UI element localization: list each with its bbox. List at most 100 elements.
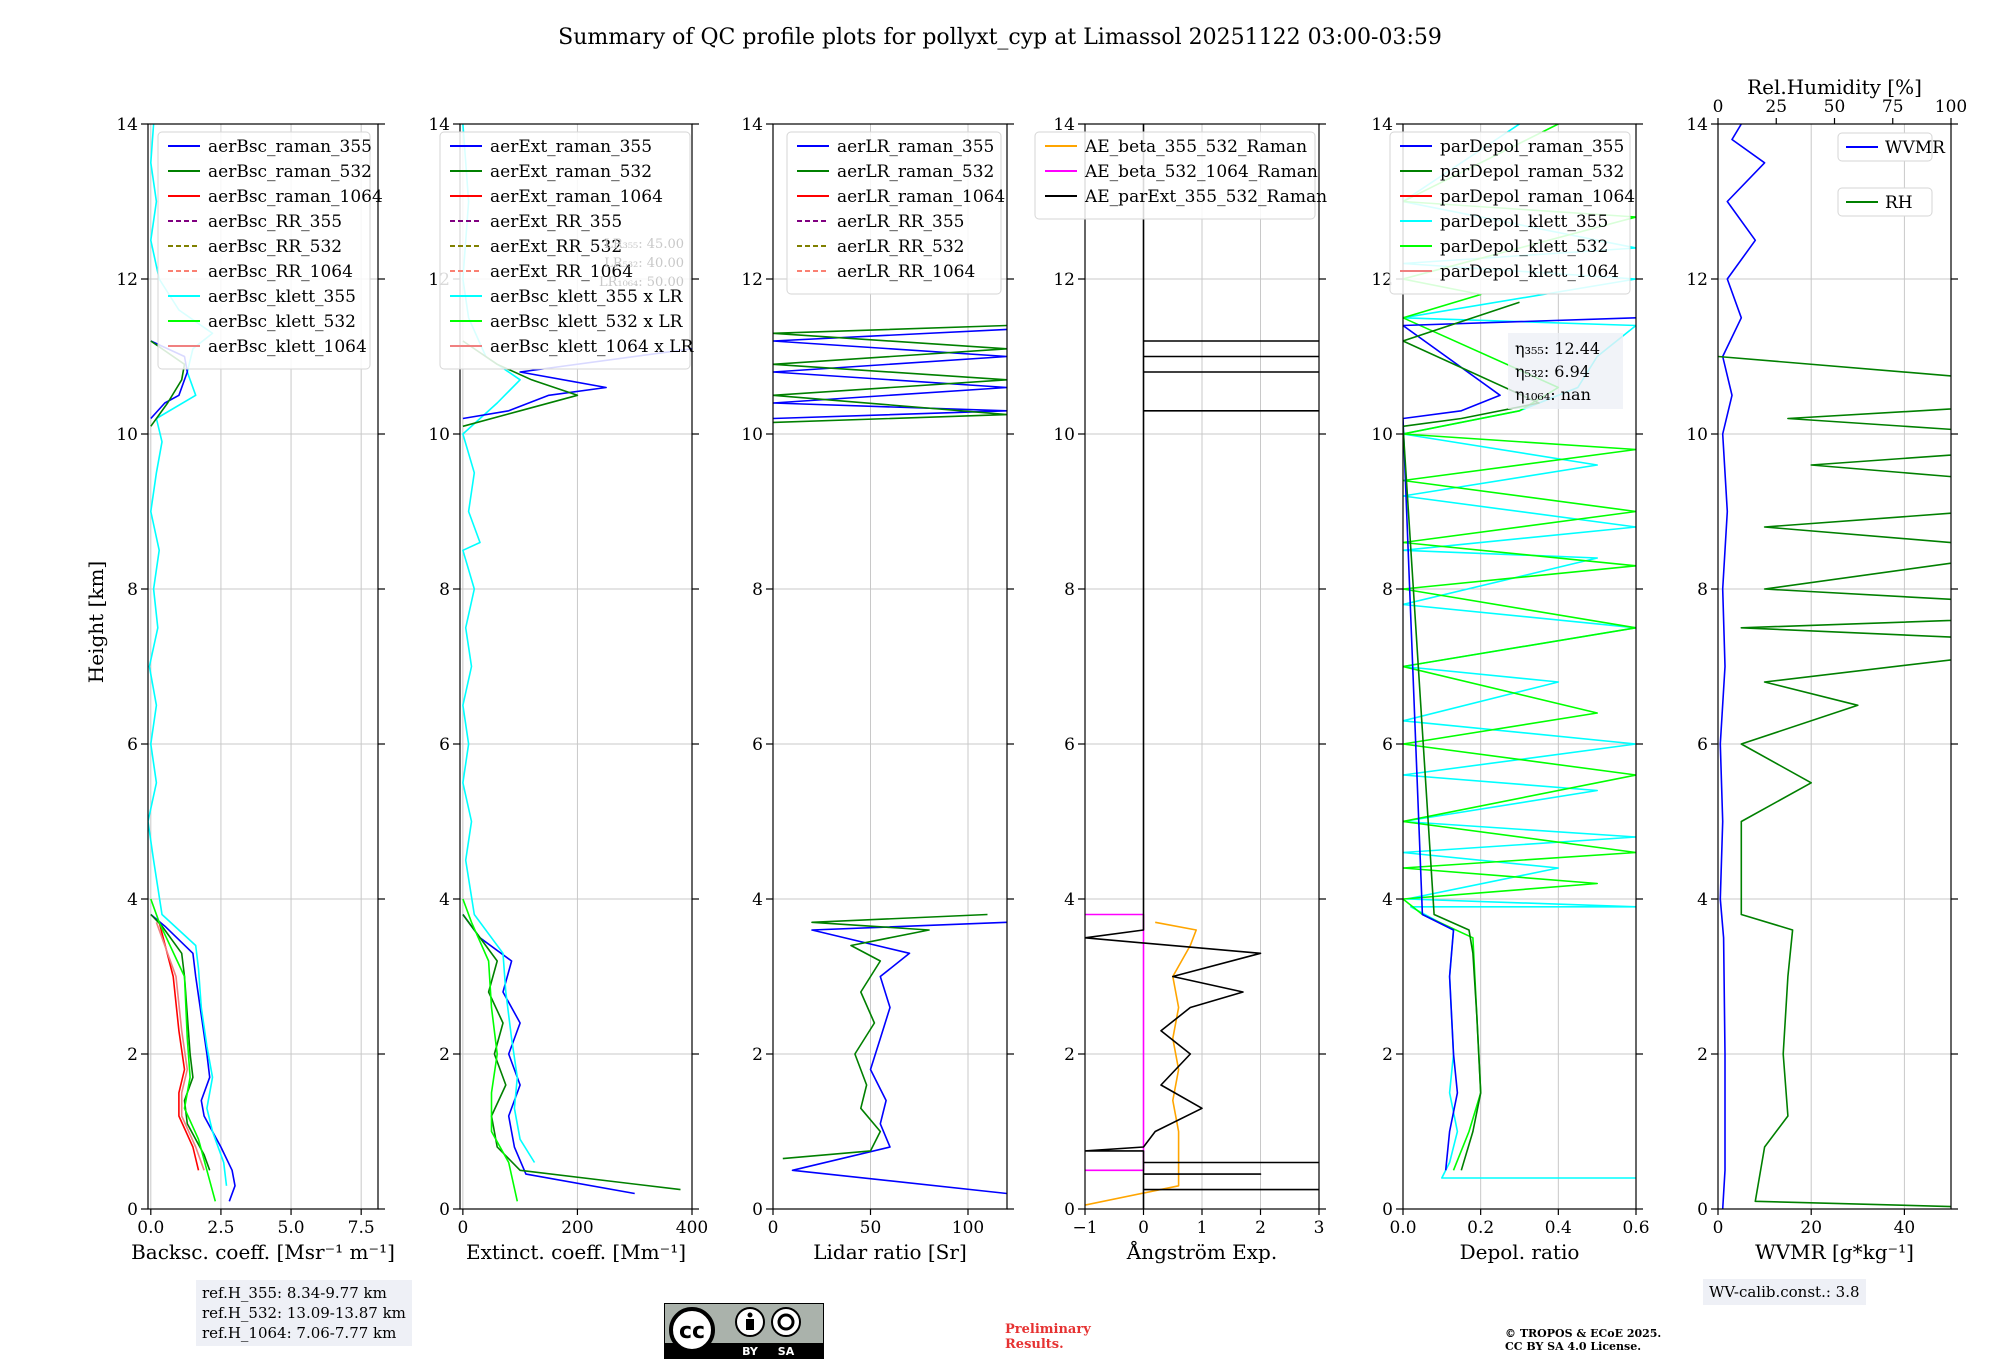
cc-by-sa-license-badge: cc BY SA bbox=[664, 1303, 824, 1363]
x-tick-label-200: 200 bbox=[561, 1218, 593, 1238]
series-pardepol-raman-532 bbox=[1403, 301, 1540, 1171]
plot-frame-bsc bbox=[147, 123, 379, 1210]
x-tick-label-20: 20 bbox=[1800, 1218, 1822, 1238]
legend-label-ae-beta-532-1064-raman: AE_beta_532_1064_Raman bbox=[1084, 162, 1318, 182]
share-alike-icon bbox=[771, 1307, 801, 1337]
preliminary-line-2: Results. bbox=[1005, 1337, 1064, 1352]
lr-annotation-2: LR₁₀₆₄: 50.00 bbox=[599, 275, 684, 290]
panel-bsc: 0.0 2.5 5.0 7.5 0 2 4 6 8 10 12 14 Backsc. coeff. [M… bbox=[116, 115, 395, 1264]
y-tick-label-6: 6 bbox=[127, 735, 138, 755]
y-tick-label-12: 12 bbox=[1053, 270, 1075, 290]
y-tick-label-10: 10 bbox=[116, 425, 138, 445]
legend-label-aerbsc-klett-532-x-lr: aerBsc_klett_532 x LR bbox=[490, 312, 684, 332]
series-group-bsc bbox=[148, 124, 236, 1202]
figure-title: Summary of QC profile plots for pollyxt_… bbox=[558, 25, 1442, 50]
eta-box bbox=[1508, 333, 1623, 409]
legend-label-pardepol-raman-355: parDepol_raman_355 bbox=[1440, 137, 1624, 157]
y-tick-label-8: 8 bbox=[127, 580, 138, 600]
series-ae-parext-355-532-raman bbox=[1085, 124, 1319, 1209]
eta-annotation-0: η₃₅₅: 12.44 bbox=[1515, 339, 1600, 358]
y-tick-label-0: 0 bbox=[1697, 1200, 1708, 1220]
y-tick-label-0: 0 bbox=[127, 1200, 138, 1220]
y-tick-label-2: 2 bbox=[127, 1045, 138, 1065]
x-tick-label-0: 0 bbox=[1138, 1218, 1149, 1238]
y-tick-label-6: 6 bbox=[1064, 735, 1075, 755]
lr-annotation-0: LR₃₅₅: 45.00 bbox=[604, 237, 684, 252]
x-tick-label-2: 2 bbox=[1255, 1218, 1266, 1238]
y-tick-label-6: 6 bbox=[439, 735, 450, 755]
x-axis-label-lr: Lidar ratio [Sr] bbox=[813, 1240, 967, 1264]
plot-frame-ext bbox=[459, 123, 693, 1210]
series-ae-beta-355-532-raman bbox=[1085, 921, 1197, 1206]
legend-label-aerbsc-raman-532: aerBsc_raman_532 bbox=[208, 162, 372, 182]
ref-height-532: ref.H_532: 13.09-13.87 km bbox=[202, 1304, 406, 1322]
series-aerlr-raman-532-upper bbox=[773, 324, 1007, 424]
legend-label-pardepol-raman-1064: parDepol_raman_1064 bbox=[1440, 187, 1635, 207]
legend-label-pardepol-klett-532: parDepol_klett_532 bbox=[1440, 237, 1608, 257]
legend-label-aerbsc-klett-355-x-lr: aerBsc_klett_355 x LR bbox=[490, 287, 684, 307]
top-tick-label-75: 75 bbox=[1882, 97, 1904, 117]
top-axis-label: Rel.Humidity [%] bbox=[1747, 75, 1922, 99]
legend-label-aerext-raman-532: aerExt_raman_532 bbox=[490, 162, 652, 182]
legend-label-aerlr-rr-532: aerLR_RR_532 bbox=[837, 237, 964, 257]
ref-height-355: ref.H_355: 8.34-9.77 km bbox=[202, 1284, 387, 1302]
series-aerbsc-raman-1064 bbox=[158, 922, 200, 1171]
series-ae-beta-532-1064-raman bbox=[1085, 913, 1145, 1172]
series-wvmr bbox=[1719, 124, 1766, 1209]
y-tick-label-12: 12 bbox=[741, 270, 763, 290]
legend-label-aerbsc-raman-355: aerBsc_raman_355 bbox=[208, 137, 372, 157]
y-tick-label-8: 8 bbox=[1697, 580, 1708, 600]
legend-label-aerbsc-klett-355: aerBsc_klett_355 bbox=[208, 287, 356, 307]
legend-label-aerbsc-klett-1064: aerBsc_klett_1064 bbox=[208, 337, 367, 357]
ref-height-1064: ref.H_1064: 7.06-7.77 km bbox=[202, 1324, 397, 1342]
series-aerext-raman-532 bbox=[462, 914, 681, 1191]
x-tick-label-100: 100 bbox=[952, 1218, 984, 1238]
legend-depol: parDepol_raman_355 parDepol_raman_532 parD… bbox=[1389, 131, 1635, 295]
top-tick-label-100: 100 bbox=[1935, 97, 1967, 117]
y-tick-label-4: 4 bbox=[1382, 890, 1393, 910]
legend-box-ae bbox=[1034, 131, 1316, 220]
legend-rh: RH bbox=[1837, 187, 1933, 217]
y-tick-label-4: 4 bbox=[1064, 890, 1075, 910]
y-tick-label-2: 2 bbox=[1382, 1045, 1393, 1065]
lr-annotation-1: LR₅₃₂: 40.00 bbox=[604, 256, 684, 271]
eta-annotation-2: η₁₀₆₄: nan bbox=[1515, 385, 1591, 404]
x-tick-label-0: 0 bbox=[1713, 1218, 1724, 1238]
plot-frame-depol bbox=[1402, 123, 1637, 1210]
x-tick-label-0: 0.0 bbox=[137, 1218, 164, 1238]
series-aerbsc-klett-1064 bbox=[155, 922, 205, 1171]
legend-label-aerbsc-rr-355: aerBsc_RR_355 bbox=[208, 212, 342, 232]
series-aerbsc-raman-355 bbox=[150, 913, 236, 1202]
legend-label-aerext-raman-355: aerExt_raman_355 bbox=[490, 137, 652, 157]
panel-wv: 0 20 40 0 2 4 6 8 10 12 14 WVMR [g*kg⁻¹] 0 25 50 75 100 R… bbox=[1686, 75, 1967, 1264]
y-tick-label-14: 14 bbox=[116, 115, 138, 135]
badge-sa-text: SA bbox=[778, 1345, 795, 1358]
legend-label-wvmr: WVMR bbox=[1885, 138, 1946, 158]
top-tick-label-50: 50 bbox=[1824, 97, 1846, 117]
x-tick-label-40: 40 bbox=[1894, 1218, 1916, 1238]
y-tick-label-6: 6 bbox=[1697, 735, 1708, 755]
legend-label-aerbsc-rr-532: aerBsc_RR_532 bbox=[208, 237, 342, 257]
legend-label-pardepol-klett-1064: parDepol_klett_1064 bbox=[1440, 262, 1619, 282]
x-tick-label-400: 400 bbox=[676, 1218, 708, 1238]
legend-lr: aerLR_raman_355 aerLR_raman_532 aerLR_rama… bbox=[786, 131, 1005, 295]
y-tick-label-12: 12 bbox=[1686, 270, 1708, 290]
legend-bsc: aerBsc_raman_355 aerBsc_raman_532 aerBsc_r… bbox=[157, 131, 383, 370]
y-tick-label-8: 8 bbox=[439, 580, 450, 600]
y-tick-label-8: 8 bbox=[1382, 580, 1393, 600]
x-axis-label-depol: Depol. ratio bbox=[1460, 1240, 1580, 1264]
y-tick-label-10: 10 bbox=[741, 425, 763, 445]
y-tick-label-10: 10 bbox=[1371, 425, 1393, 445]
y-tick-label-0: 0 bbox=[1064, 1200, 1075, 1220]
y-tick-label-0: 0 bbox=[752, 1200, 763, 1220]
wv-calibration-box: WV-calib.const.: 3.8 bbox=[1703, 1279, 1866, 1305]
series-aerext-raman-355 bbox=[462, 914, 635, 1195]
x-tick-label-0-2: 0.2 bbox=[1467, 1218, 1494, 1238]
legend-label-ae-beta-355-532-raman: AE_beta_355_532_Raman bbox=[1084, 137, 1307, 157]
x-tick-label-0: 0.0 bbox=[1389, 1218, 1416, 1238]
badge-by-text: BY bbox=[742, 1345, 759, 1358]
copyright-line-2: CC BY SA 4.0 License. bbox=[1505, 1340, 1642, 1353]
x-axis-label-ext: Extinct. coeff. [Mm⁻¹] bbox=[466, 1240, 686, 1264]
